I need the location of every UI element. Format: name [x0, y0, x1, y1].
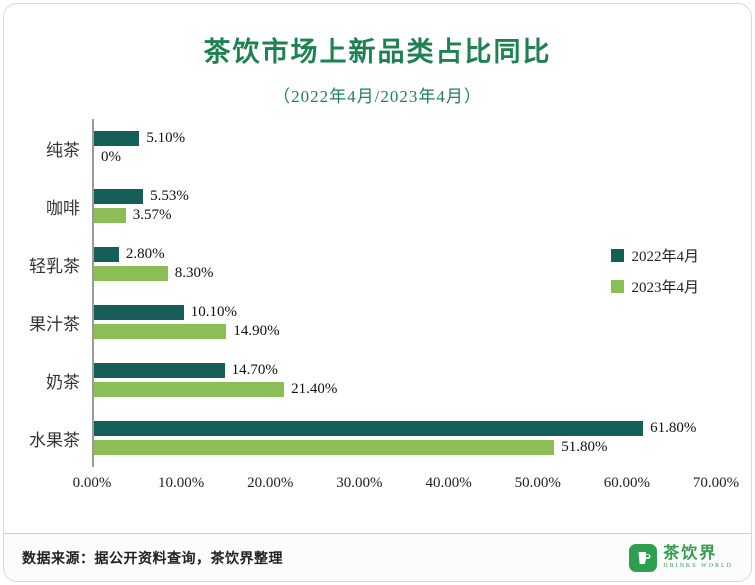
legend-item: 2022年4月 [611, 245, 699, 266]
bar-rows: 纯茶 5.10% 0% 咖啡 5.53% 3.57% 轻乳茶 2.80% 8.30% 果汁茶 10.… [4, 119, 751, 467]
chart-row: 轻乳茶 2.80% 8.30% [4, 235, 751, 293]
value-label: 21.40% [291, 381, 338, 397]
chart-row: 奶茶 14.70% 21.40% [4, 351, 751, 409]
plot-area: 2.80% 8.30% [92, 235, 716, 293]
plot-area: 61.80% 51.80% [92, 409, 716, 467]
value-label: 5.53% [150, 188, 189, 204]
brand-logo-icon [629, 543, 658, 572]
bar-segment [94, 247, 119, 262]
chart-footer: 数据来源：据公开资料查询，茶饮界整理 茶饮界 DRINKS WORLD [4, 533, 751, 581]
bar-line: 2.80% [94, 246, 716, 262]
bar-line: 5.10% [94, 130, 716, 146]
brand-logo: 茶饮界 DRINKS WORLD [629, 543, 733, 572]
bar-segment [94, 208, 126, 223]
chart-title: 茶饮市场上新品类占比同比 [203, 37, 552, 67]
plot-area: 14.70% 21.40% [92, 351, 716, 409]
value-label: 61.80% [650, 420, 697, 436]
brand-logo-text: 茶饮界 DRINKS WORLD [663, 544, 733, 569]
bar-segment [94, 324, 227, 339]
bar-segment [94, 131, 140, 146]
legend-swatch [611, 249, 625, 262]
bar-chart: 纯茶 5.10% 0% 咖啡 5.53% 3.57% 轻乳茶 2.80% 8.30% 果汁茶 10.… [4, 107, 751, 533]
chart-row: 纯茶 5.10% 0% [4, 119, 751, 177]
chart-card: 茶饮市场上新品类占比同比 （2022年4月/2023年4月） 纯茶 5.10% 0%… [3, 3, 752, 582]
value-label: 3.57% [132, 207, 172, 223]
x-tick-label: 30.00% [336, 475, 383, 491]
value-label: 14.70% [231, 362, 278, 378]
bar-segment [94, 382, 285, 397]
legend-label: 2022年4月 [631, 249, 699, 265]
chart-row: 水果茶 61.80% 51.80% [4, 409, 751, 467]
bar-segment [94, 421, 644, 436]
plot-area: 10.10% 14.90% [92, 293, 716, 351]
chart-subtitle: （2022年4月/2023年4月） [273, 87, 482, 106]
bar-segment [94, 266, 168, 281]
bar-line: 61.80% [94, 420, 716, 436]
bar-line: 21.40% [94, 381, 716, 397]
x-tick-label: 60.00% [603, 475, 650, 491]
legend-item: 2023年4月 [611, 276, 699, 297]
bar-segment [94, 363, 225, 378]
bar-line: 51.80% [94, 439, 716, 455]
x-tick-label: 50.00% [514, 475, 561, 491]
value-label: 5.10% [146, 130, 186, 146]
chart-row: 咖啡 5.53% 3.57% [4, 177, 751, 235]
plot-area: 5.53% 3.57% [92, 177, 716, 235]
value-label: 8.30% [174, 265, 214, 281]
data-source-note: 数据来源：据公开资料查询，茶饮界整理 [22, 551, 283, 567]
chart-row: 果汁茶 10.10% 14.90% [4, 293, 751, 351]
value-label: 2.80% [125, 246, 165, 262]
legend-label: 2023年4月 [631, 280, 699, 296]
value-label: 0% [101, 149, 121, 165]
chart-legend: 2022年4月 2023年4月 [611, 245, 699, 297]
x-tick-label: 10.00% [158, 475, 205, 491]
x-axis: 0.00% 10.00% 20.00% 30.00% 40.00% 50.00% 60.00… [73, 467, 740, 497]
chart-header: 茶饮市场上新品类占比同比 （2022年4月/2023年4月） [4, 4, 751, 107]
bar-segment [94, 305, 184, 320]
x-tick-label: 40.00% [425, 475, 472, 491]
bar-segment [94, 189, 144, 204]
bar-line: 10.10% [94, 304, 716, 320]
plot-area: 5.10% 0% [92, 119, 716, 177]
bar-line: 0% [94, 149, 716, 165]
x-tick-label: 70.00% [692, 475, 740, 491]
cup-icon [638, 551, 651, 564]
value-label: 14.90% [233, 323, 280, 339]
bar-segment [94, 440, 555, 455]
value-label: 51.80% [561, 439, 608, 455]
value-label: 10.10% [190, 304, 237, 320]
bar-line: 14.90% [94, 323, 716, 339]
category-label: 轻乳茶 [29, 256, 80, 276]
category-label: 纯茶 [46, 140, 80, 160]
legend-swatch [611, 280, 625, 293]
x-tick-label: 20.00% [247, 475, 294, 491]
brand-name: 茶饮界 [663, 544, 718, 562]
x-tick-label: 0.00% [72, 475, 112, 491]
bar-line: 5.53% [94, 188, 716, 204]
bar-line: 3.57% [94, 207, 716, 223]
category-label: 咖啡 [46, 198, 80, 218]
brand-subtitle: DRINKS WORLD [663, 562, 733, 569]
bar-line: 8.30% [94, 265, 716, 281]
category-label: 水果茶 [29, 430, 80, 450]
bar-line: 14.70% [94, 362, 716, 378]
category-label: 奶茶 [46, 372, 80, 392]
category-label: 果汁茶 [29, 314, 80, 334]
